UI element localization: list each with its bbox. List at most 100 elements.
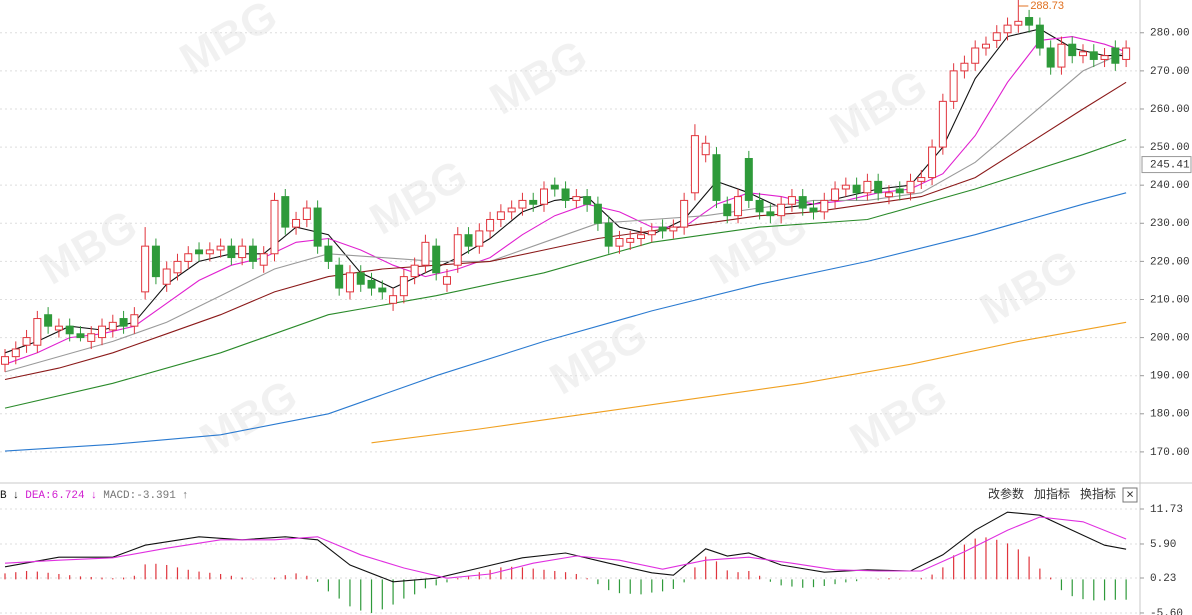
candle-body xyxy=(22,337,31,346)
candle-body xyxy=(292,218,301,228)
candle-body xyxy=(874,180,883,194)
candle-body xyxy=(637,234,646,240)
indicator-readout: DEA:6.724 xyxy=(25,490,85,502)
candle-body xyxy=(270,199,279,255)
indicator-readout: ↓ xyxy=(91,490,98,502)
candle-body xyxy=(992,32,1001,41)
watermark: MBG xyxy=(822,61,935,155)
ma-line xyxy=(4,51,1127,373)
candle-body xyxy=(65,325,74,335)
candle-body xyxy=(1057,43,1066,68)
candle-body xyxy=(906,180,915,194)
plot xyxy=(4,511,1127,613)
candle-body xyxy=(690,135,699,194)
indicator-button[interactable]: 加指标 xyxy=(1034,486,1070,501)
candle-body xyxy=(421,241,430,266)
close-button[interactable]: × xyxy=(1126,486,1134,501)
y-tick-label: 200.00 xyxy=(1150,332,1190,344)
candle-body xyxy=(1122,47,1131,60)
watermark: MBG xyxy=(32,201,145,295)
ma-line xyxy=(4,138,1127,409)
candle-body xyxy=(550,184,559,190)
candle-body xyxy=(561,188,570,201)
candle-body xyxy=(442,276,451,285)
candle-body xyxy=(787,196,796,205)
candle-body xyxy=(981,43,990,49)
indicator-button[interactable]: 改参数 xyxy=(988,486,1024,501)
y-tick-label: 190.00 xyxy=(1150,371,1190,383)
candle-body xyxy=(119,318,128,327)
y-tick-label: 280.00 xyxy=(1150,28,1190,40)
candle-body xyxy=(518,199,527,209)
candle-body xyxy=(701,142,710,156)
y-tick-label: 240.00 xyxy=(1150,180,1190,192)
candle-body xyxy=(141,245,150,293)
candle-body xyxy=(1100,55,1109,60)
indicator-readout: ↓ xyxy=(13,490,20,502)
candle-body xyxy=(723,203,732,217)
candle-body xyxy=(820,199,829,213)
candle-body xyxy=(367,279,376,289)
y-tick-label: 260.00 xyxy=(1150,104,1190,116)
candle-body xyxy=(324,245,333,262)
candle-body xyxy=(895,188,904,194)
ma-line xyxy=(4,28,1127,354)
candle-body xyxy=(313,207,322,247)
candle-body xyxy=(216,245,225,251)
high-label: 288.73 xyxy=(1030,0,1064,12)
candle-body xyxy=(378,287,387,293)
candle-body xyxy=(766,211,775,217)
candle-body xyxy=(162,268,171,285)
candle-body xyxy=(809,207,818,213)
candle-body xyxy=(11,348,20,358)
candle-body xyxy=(432,245,441,274)
y-tick-label: 210.00 xyxy=(1150,294,1190,306)
candle-body xyxy=(529,199,538,205)
candle-body xyxy=(949,70,958,102)
plot xyxy=(1,0,1131,452)
candle-body xyxy=(184,253,193,262)
candle-body xyxy=(54,325,63,331)
candle-body xyxy=(33,318,42,346)
candle-body xyxy=(647,230,656,236)
candle-body xyxy=(1,356,9,365)
candle-body xyxy=(356,272,365,285)
candle-body xyxy=(971,47,980,64)
candle-body xyxy=(453,234,462,266)
y-tick-label: 250.00 xyxy=(1150,142,1190,154)
candle-body xyxy=(1068,43,1077,57)
watermark: MBG xyxy=(702,201,815,295)
candle-body xyxy=(335,264,344,289)
candle-body xyxy=(238,245,247,259)
candle-body xyxy=(44,314,53,327)
watermark: MBG xyxy=(972,241,1085,335)
candle-body xyxy=(863,180,872,194)
candle-body xyxy=(1035,24,1044,49)
candle-body xyxy=(1025,17,1034,26)
y-tick-label: 220.00 xyxy=(1150,256,1190,268)
ma-line xyxy=(4,36,1127,365)
indicator-readout: ↑ xyxy=(182,490,189,502)
candle-body xyxy=(626,238,635,243)
ma-line xyxy=(371,321,1127,444)
candle-body xyxy=(755,199,764,213)
y-tick-label: 270.00 xyxy=(1150,66,1190,78)
candle-body xyxy=(76,333,85,339)
candle-body xyxy=(1014,20,1023,26)
macd-line xyxy=(4,516,1127,579)
candle-body xyxy=(281,196,290,228)
candle-body xyxy=(798,196,807,209)
candle-body xyxy=(572,196,581,201)
y-tick-label: 11.73 xyxy=(1150,504,1183,516)
indicator-button[interactable]: 换指标 xyxy=(1080,486,1116,501)
price-box-label: 245.41 xyxy=(1150,159,1190,171)
ma-line xyxy=(4,81,1127,381)
candle-body xyxy=(960,62,969,72)
close-button-box[interactable] xyxy=(1122,487,1138,503)
ma-line xyxy=(4,192,1127,452)
candle-body xyxy=(399,276,408,297)
indicator-readout: B xyxy=(0,490,7,502)
watermark: MBG xyxy=(542,311,655,405)
candle-body xyxy=(604,222,613,247)
